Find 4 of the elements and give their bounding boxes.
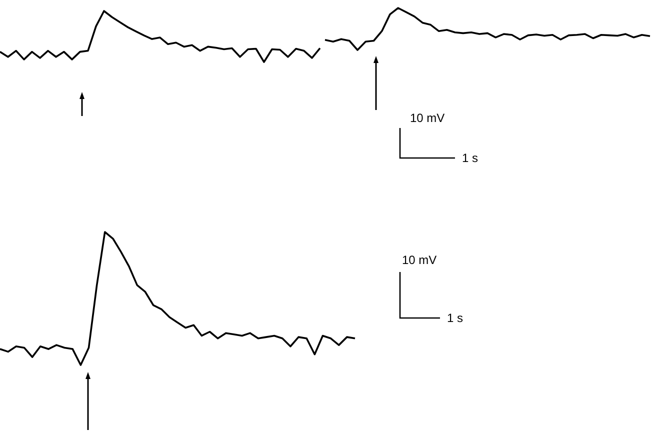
text: 10 mV	[402, 253, 437, 267]
text: 10 mV	[410, 111, 445, 125]
text: 1 s	[462, 151, 478, 165]
text: 1 s	[447, 311, 464, 325]
